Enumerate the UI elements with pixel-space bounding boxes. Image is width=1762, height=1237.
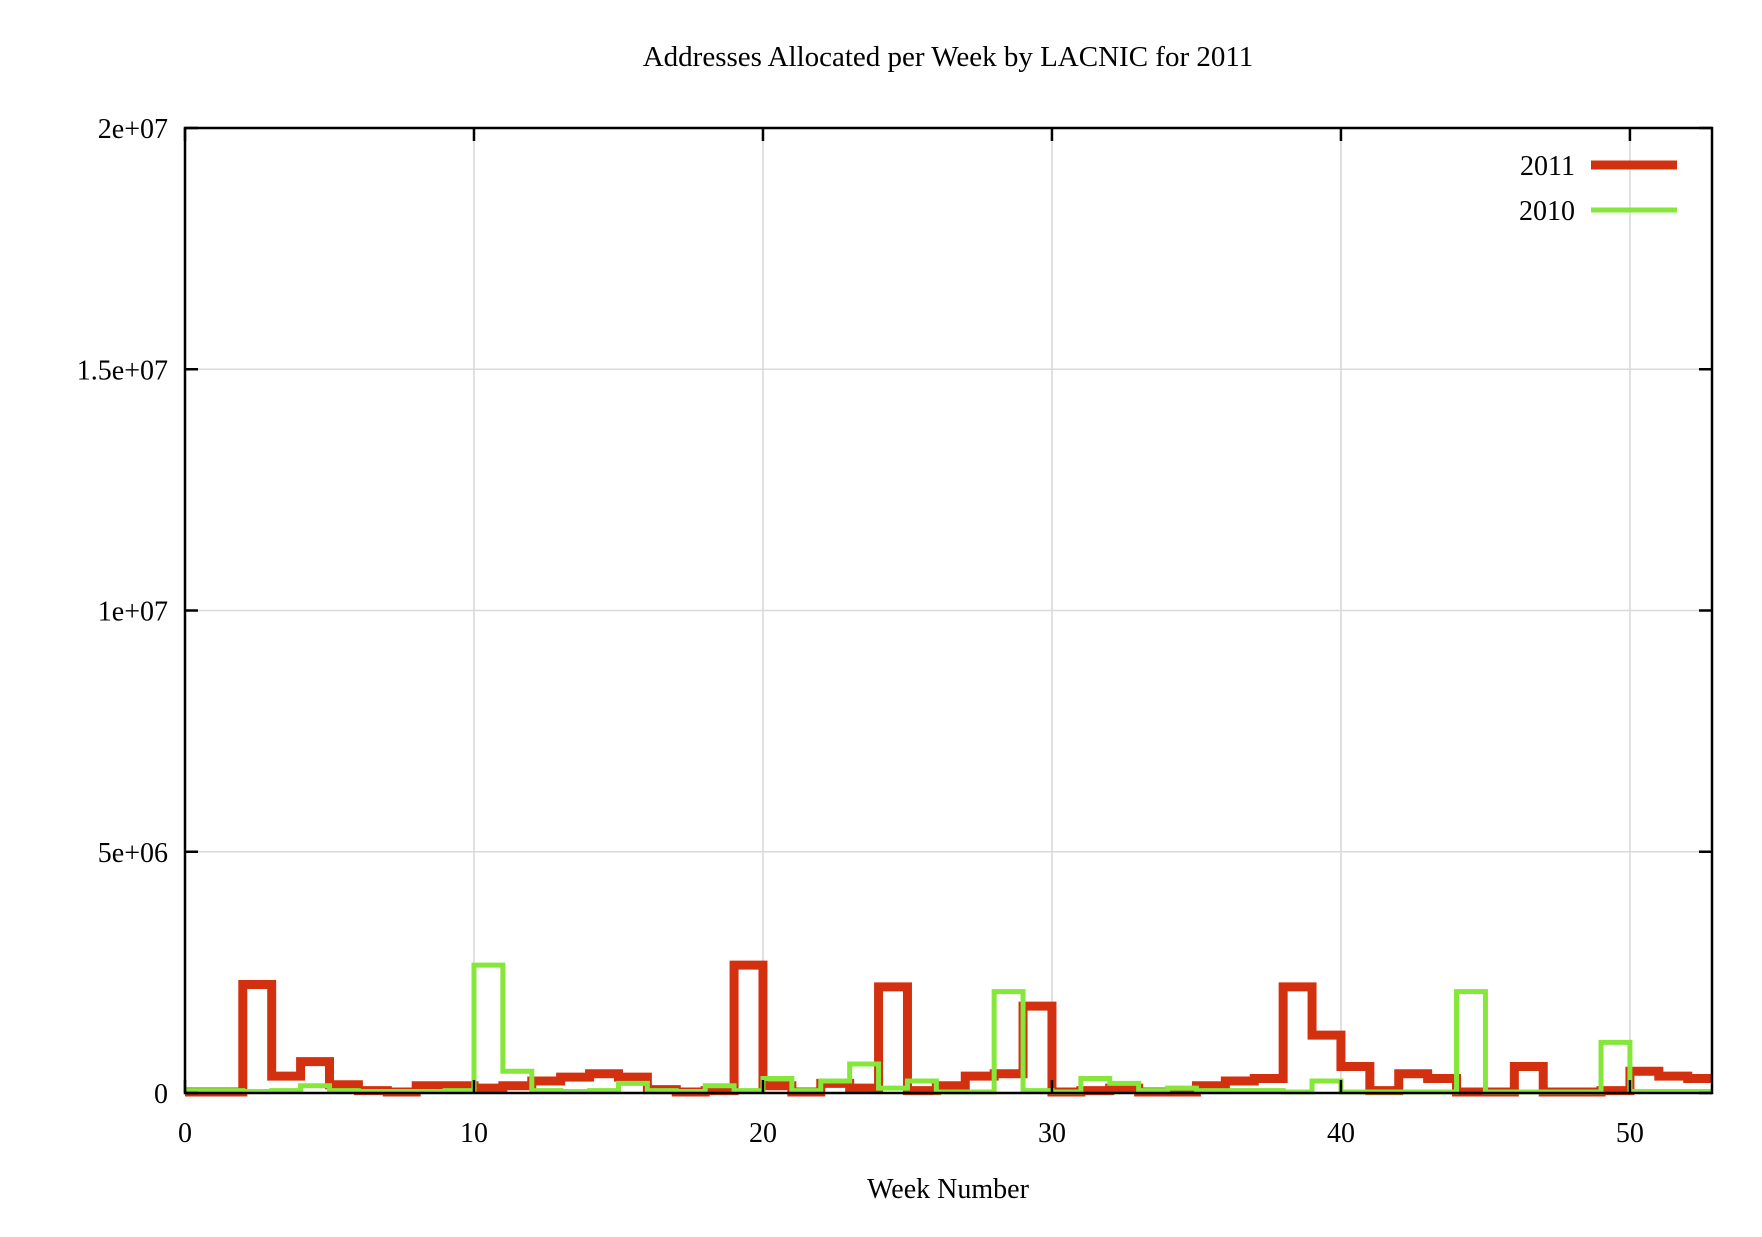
legend-label-2010: 2010 [1519, 196, 1575, 227]
x-tick-label: 30 [1038, 1118, 1066, 1149]
y-tick-label: 2e+07 [98, 114, 168, 145]
x-tick-label: 50 [1616, 1118, 1644, 1149]
tick-label-layer: 0 10 20 30 40 50 0 5e+06 1e+07 1.5e+07 2e+07 [77, 114, 1644, 1149]
chart-title: Addresses Allocated per Week by LACNIC f… [643, 41, 1254, 73]
series-2010-line [185, 962, 1712, 1095]
x-axis-label: Week Number [867, 1174, 1029, 1205]
y-tick-label: 5e+06 [98, 838, 168, 869]
tick-layer [183, 126, 1712, 1095]
y-tick-label: 1.5e+07 [77, 355, 168, 386]
x-tick-label: 40 [1327, 1118, 1355, 1149]
y-tick-label: 1e+07 [98, 597, 168, 628]
legend: 2011 2010 [1519, 151, 1677, 227]
y-tick-label: 0 [154, 1079, 168, 1110]
x-tick-label: 10 [460, 1118, 488, 1149]
legend-label-2011: 2011 [1520, 151, 1575, 182]
x-tick-label: 20 [749, 1118, 777, 1149]
x-tick-label: 0 [178, 1118, 192, 1149]
grid-layer [185, 128, 1712, 1093]
series-layer [185, 960, 1712, 1097]
